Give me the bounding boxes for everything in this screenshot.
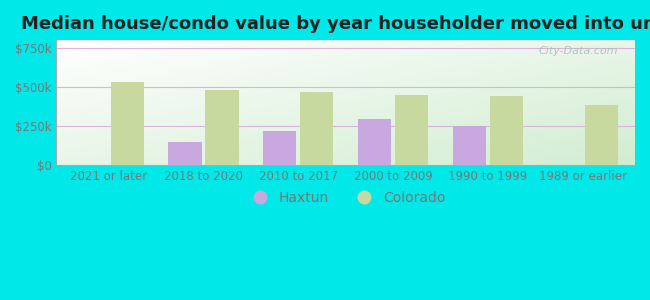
Bar [395, 95, 428, 165]
Bar [490, 96, 523, 165]
Bar [111, 82, 144, 165]
Bar [300, 92, 333, 165]
Bar [205, 90, 239, 165]
Bar [263, 131, 296, 165]
Bar [453, 126, 486, 165]
Bar [168, 142, 202, 165]
Text: City-Data.com: City-Data.com [538, 46, 617, 56]
Bar [585, 105, 618, 165]
Title: Median house/condo value by year householder moved into unit: Median house/condo value by year househo… [21, 15, 650, 33]
Bar [358, 119, 391, 165]
Legend: Haxtun, Colorado: Haxtun, Colorado [240, 185, 451, 210]
